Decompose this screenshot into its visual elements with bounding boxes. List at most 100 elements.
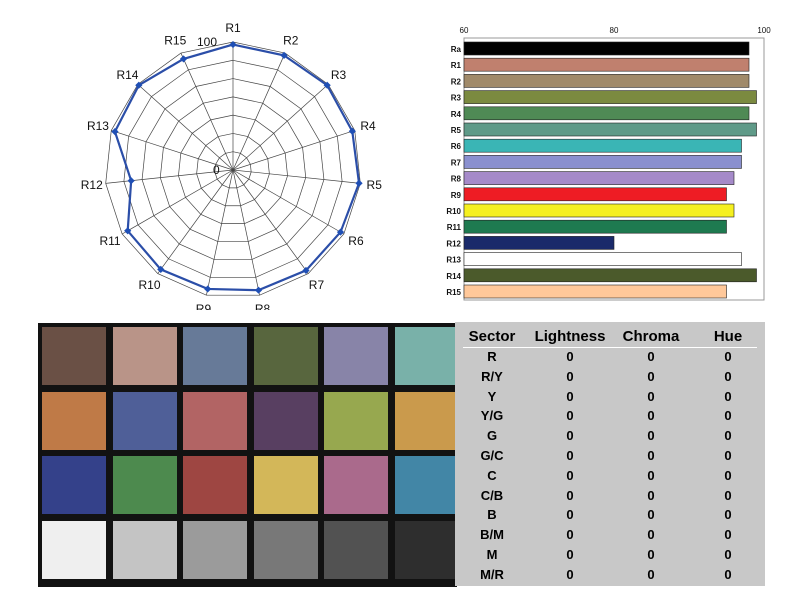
color-patch-6 [394,327,459,385]
table-cell-sector: G [486,428,498,444]
radar-point-r9 [204,285,212,293]
table-header-chroma: Chroma [622,328,680,345]
bar-r2 [463,74,750,88]
table-cell-hue: 0 [724,467,732,483]
radar-spoke [232,84,329,171]
radar-axis-label: R6 [348,234,364,248]
bar-category-label: R11 [447,223,462,232]
radar-spoke [232,169,361,184]
color-patch-13 [42,456,106,514]
table-cell-hue: 0 [724,448,732,463]
bar-r15 [463,284,727,299]
radar-point-r2 [280,51,288,60]
bar-r12 [463,236,615,250]
bar-category-label: R2 [451,77,462,86]
table-cell-sector: R/Y [481,368,503,384]
radar-spoke [121,169,234,235]
bar-category-label: R3 [451,94,462,103]
bar-category-label: R6 [451,142,462,151]
radar-point-r10 [157,265,165,274]
table-cell-chroma: 0 [647,467,655,483]
table-header-divider [463,347,757,348]
bar-category-label: R12 [446,239,461,248]
radar-axis-label: R10 [139,278,161,292]
radar-axis-label: R9 [196,302,212,310]
table-cell-hue: 0 [724,349,732,364]
bar-category-label: Ra [451,45,462,54]
table-cell-chroma: 0 [647,547,655,562]
radar-axis-label: R8 [255,302,271,310]
color-patch-9 [183,391,247,450]
color-patch-17 [324,456,388,514]
table-cell-hue: 0 [724,428,732,444]
radar-grid-ring [141,78,325,260]
radar-axis-label: R14 [116,68,138,82]
color-patch-18 [394,456,459,514]
table-cell-lightness: 0 [566,547,574,562]
radar-point-r7 [302,266,310,275]
bar-category-label: R15 [446,288,461,297]
color-patch-3 [183,327,247,385]
radar-spoke [111,130,234,171]
bar-r1 [463,57,750,72]
table-cell-lightness: 0 [566,487,574,503]
bar-ra [463,41,750,56]
radar-grid-ring [196,133,270,207]
radar-grid-ring [178,114,288,225]
bar-category-label: R7 [451,158,462,167]
radar-tick-max: 100 [197,35,217,49]
radar-spoke [232,52,286,171]
table-cell-lightness: 0 [566,368,574,384]
bar-r5 [463,122,757,137]
radar-tick-min: 0 [213,163,220,177]
radar-axis-label: R15 [164,33,186,47]
bar-category-label: R8 [451,175,462,184]
table-cell-sector: C [487,467,497,483]
table-cell-chroma: 0 [647,448,655,463]
table-header-lightness: Lightness [534,328,606,345]
table-cell-chroma: 0 [647,388,655,404]
bar-category-label: R10 [446,207,461,216]
radar-axis-label: R3 [331,68,347,82]
radar-spoke [206,169,234,296]
table-cell-sector: R [487,349,497,364]
color-patch-2 [112,327,177,385]
table-header-sector: Sector [468,328,516,345]
bar-category-label: R13 [446,256,461,265]
bar-category-label: R14 [446,272,461,281]
radar-axis-label: R1 [225,21,241,35]
color-patch-10 [253,391,318,450]
table-cell-chroma: 0 [647,527,655,543]
radar-point-r5 [355,179,363,187]
table-cell-sector: C/B [480,487,504,503]
radar-spoke [180,52,234,171]
radar-point-r13 [111,128,119,136]
table-cell-sector: B [487,507,497,523]
radar-point-r4 [348,127,356,135]
bar-r8 [463,171,735,185]
table-cell-chroma: 0 [647,349,655,364]
bar-r13 [463,252,742,266]
color-patch-1 [42,327,106,385]
radar-spoke [232,169,345,235]
radar-point-r14 [135,81,143,89]
radar-chart: R1 R2 R3 R4 R5 R6 R7 R8 R9 R10 R11 R12 R13 R14 R15 0 100 [81,21,382,310]
color-patch-20 [112,520,177,579]
bar-category-label: R1 [451,61,462,70]
radar-spoke [157,169,234,274]
bar-r7 [463,155,742,169]
radar-grid-ring [123,59,343,278]
bar-category-label: R5 [451,126,462,135]
bar-x-tick-label: 80 [610,26,619,35]
color-patch-5 [324,327,388,385]
table-cell-chroma: 0 [647,507,655,523]
table-cell-sector: G/C [480,448,504,463]
color-patch-21 [183,520,247,579]
table-cell-lightness: 0 [566,527,574,543]
table-cell-lightness: 0 [566,349,574,364]
table-cell-chroma: 0 [647,566,655,582]
radar-grid-ring [214,151,252,189]
table-cell-lightness: 0 [566,507,574,523]
table-header-hue: Hue [713,328,743,345]
table-cell-lightness: 0 [566,388,574,404]
